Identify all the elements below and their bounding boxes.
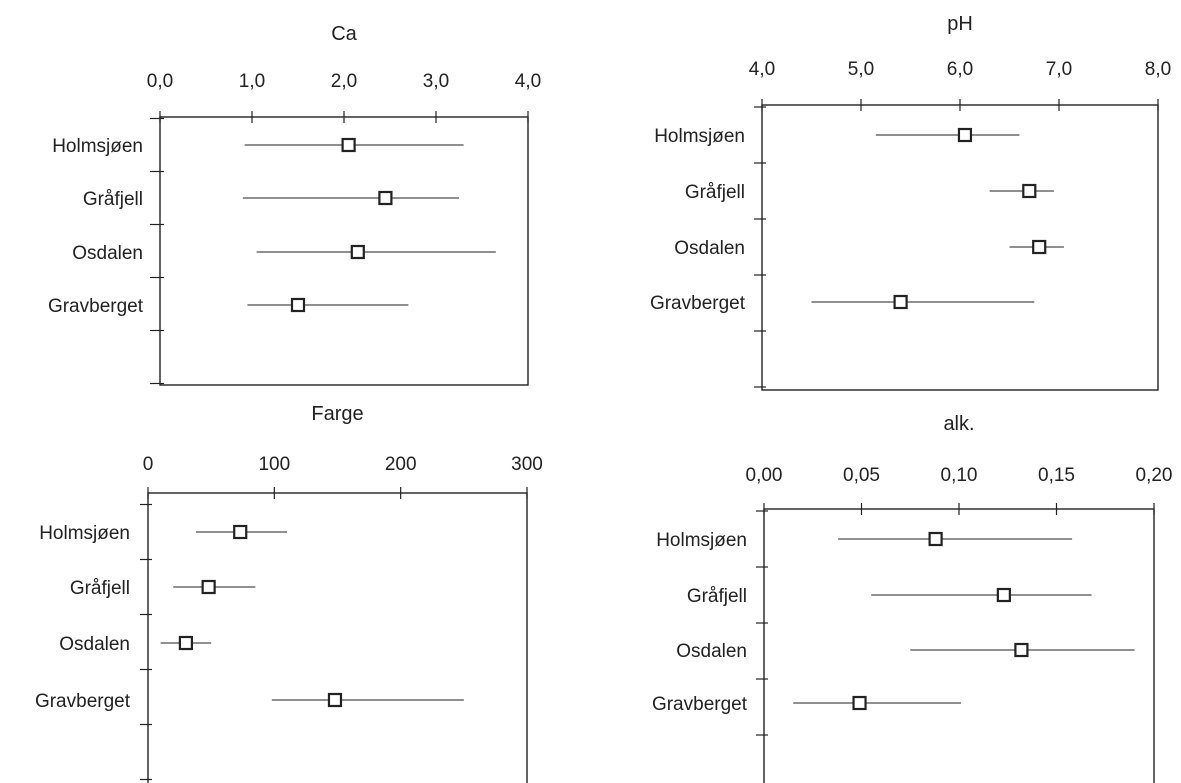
category-label: Gravberget bbox=[48, 296, 144, 317]
panel-title: alk. bbox=[943, 413, 974, 435]
x-tick-label: 0 bbox=[143, 454, 154, 475]
x-tick-label: 0,15 bbox=[1038, 465, 1075, 486]
x-tick-label: 6,0 bbox=[947, 59, 973, 80]
category-label: Holmsjøen bbox=[39, 523, 130, 544]
category-label: Osdalen bbox=[674, 238, 745, 259]
mean-marker bbox=[233, 524, 248, 540]
panel-title: Ca bbox=[331, 23, 357, 45]
x-tick-label: 0,05 bbox=[843, 465, 880, 486]
mean-marker bbox=[350, 244, 365, 260]
mean-marker bbox=[201, 579, 216, 595]
x-tick-label: 3,0 bbox=[423, 71, 449, 92]
mean-marker bbox=[327, 692, 343, 708]
category-label: Osdalen bbox=[72, 243, 143, 264]
category-label: Gravberget bbox=[35, 691, 131, 712]
plot-frame bbox=[761, 104, 1159, 391]
category-label: Holmsjøen bbox=[654, 126, 745, 147]
mean-marker bbox=[893, 294, 908, 310]
mean-marker bbox=[928, 531, 943, 547]
category-label: Osdalen bbox=[59, 634, 130, 655]
x-tick-label: 100 bbox=[258, 454, 290, 475]
x-tick-label: 0,00 bbox=[746, 465, 783, 486]
panel-title: pH bbox=[947, 13, 973, 35]
category-label: Gråfjell bbox=[687, 586, 747, 607]
plot-frame bbox=[159, 116, 529, 386]
mean-marker bbox=[1022, 183, 1037, 199]
x-tick-label: 4,0 bbox=[749, 59, 775, 80]
x-tick-label: 200 bbox=[385, 454, 417, 475]
plot-frame bbox=[763, 508, 1155, 783]
x-tick-label: 0,10 bbox=[941, 465, 978, 486]
x-tick-label: 4,0 bbox=[515, 71, 541, 92]
category-label: Gråfjell bbox=[83, 189, 143, 210]
x-tick-label: 7,0 bbox=[1046, 59, 1072, 80]
category-label: Gravberget bbox=[652, 694, 748, 715]
x-tick-label: 0,0 bbox=[147, 71, 173, 92]
category-label: Holmsjøen bbox=[656, 530, 747, 551]
panel-title: Farge bbox=[311, 403, 363, 425]
x-tick-label: 1,0 bbox=[239, 71, 265, 92]
plot-frame bbox=[147, 492, 528, 783]
mean-marker bbox=[290, 297, 306, 313]
mean-marker bbox=[1014, 642, 1029, 658]
category-label: Gråfjell bbox=[685, 182, 745, 203]
mean-marker bbox=[1032, 239, 1047, 255]
x-tick-label: 300 bbox=[511, 454, 543, 475]
category-label: Gravberget bbox=[650, 293, 746, 314]
mean-marker bbox=[996, 587, 1011, 603]
mean-marker bbox=[341, 137, 356, 153]
mean-marker bbox=[178, 635, 193, 651]
mean-marker bbox=[378, 190, 393, 206]
x-tick-label: 8,0 bbox=[1145, 59, 1171, 80]
category-label: Holmsjøen bbox=[52, 136, 143, 157]
x-tick-label: 5,0 bbox=[848, 59, 874, 80]
mean-marker bbox=[957, 127, 973, 143]
category-label: Gråfjell bbox=[70, 578, 130, 599]
category-label: Osdalen bbox=[676, 641, 747, 662]
x-tick-label: 0,20 bbox=[1136, 465, 1173, 486]
mean-marker bbox=[852, 695, 867, 711]
x-tick-label: 2,0 bbox=[331, 71, 357, 92]
